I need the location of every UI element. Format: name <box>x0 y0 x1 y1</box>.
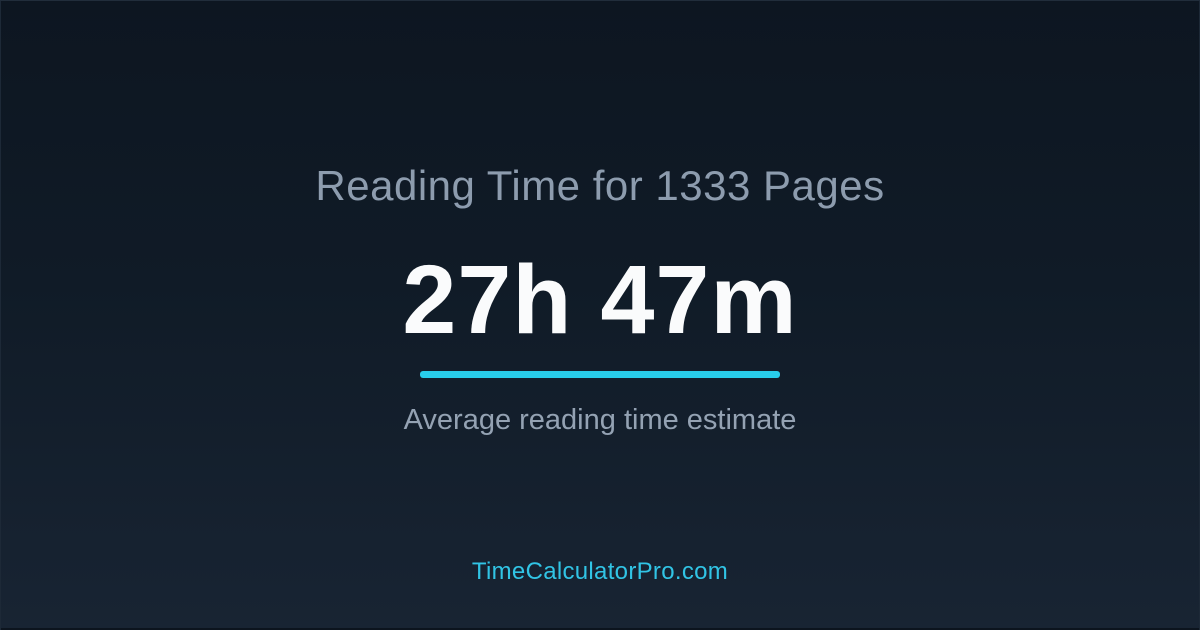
reading-time-value: 27h 47m <box>402 245 798 354</box>
page-title: Reading Time for 1333 Pages <box>315 162 885 209</box>
accent-underline <box>420 371 780 378</box>
site-domain-link[interactable]: TimeCalculatorPro.com <box>471 558 729 585</box>
site-footer: TimeCalculatorPro.com <box>0 557 1200 587</box>
subtitle-text: Average reading time estimate <box>403 404 797 436</box>
